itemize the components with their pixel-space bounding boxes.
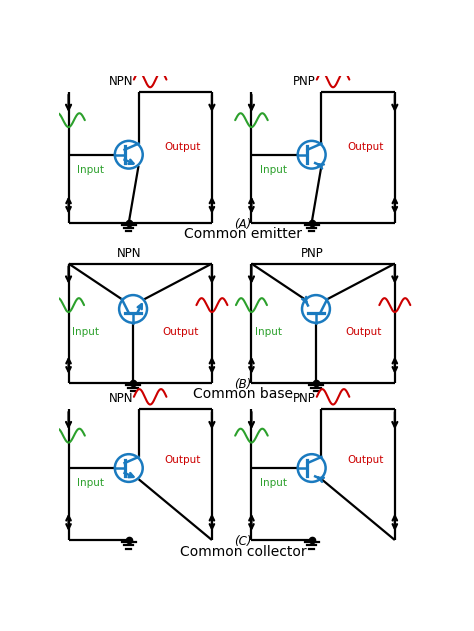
Text: NPN: NPN bbox=[109, 75, 133, 88]
Text: Input: Input bbox=[260, 478, 287, 488]
Text: Input: Input bbox=[77, 165, 104, 175]
Text: PNP: PNP bbox=[301, 247, 323, 260]
Text: Input: Input bbox=[72, 327, 99, 337]
Text: PNP: PNP bbox=[292, 392, 315, 405]
Text: Common emitter: Common emitter bbox=[184, 227, 302, 241]
Text: Output: Output bbox=[347, 142, 383, 152]
Text: Output: Output bbox=[164, 456, 201, 465]
Text: NPN: NPN bbox=[117, 247, 141, 260]
Text: PNP: PNP bbox=[292, 75, 315, 88]
Text: Common base: Common base bbox=[193, 387, 293, 401]
Text: Input: Input bbox=[260, 165, 287, 175]
Text: (A): (A) bbox=[234, 218, 252, 231]
Text: (B): (B) bbox=[234, 378, 252, 391]
Text: Output: Output bbox=[347, 456, 383, 465]
Text: (C): (C) bbox=[234, 535, 252, 548]
Text: Input: Input bbox=[255, 327, 282, 337]
Text: Input: Input bbox=[77, 478, 104, 488]
Text: NPN: NPN bbox=[109, 392, 133, 405]
Text: Output: Output bbox=[164, 142, 201, 152]
Text: Common collector: Common collector bbox=[180, 545, 306, 558]
Text: Output: Output bbox=[163, 327, 199, 337]
Text: Output: Output bbox=[346, 327, 382, 337]
